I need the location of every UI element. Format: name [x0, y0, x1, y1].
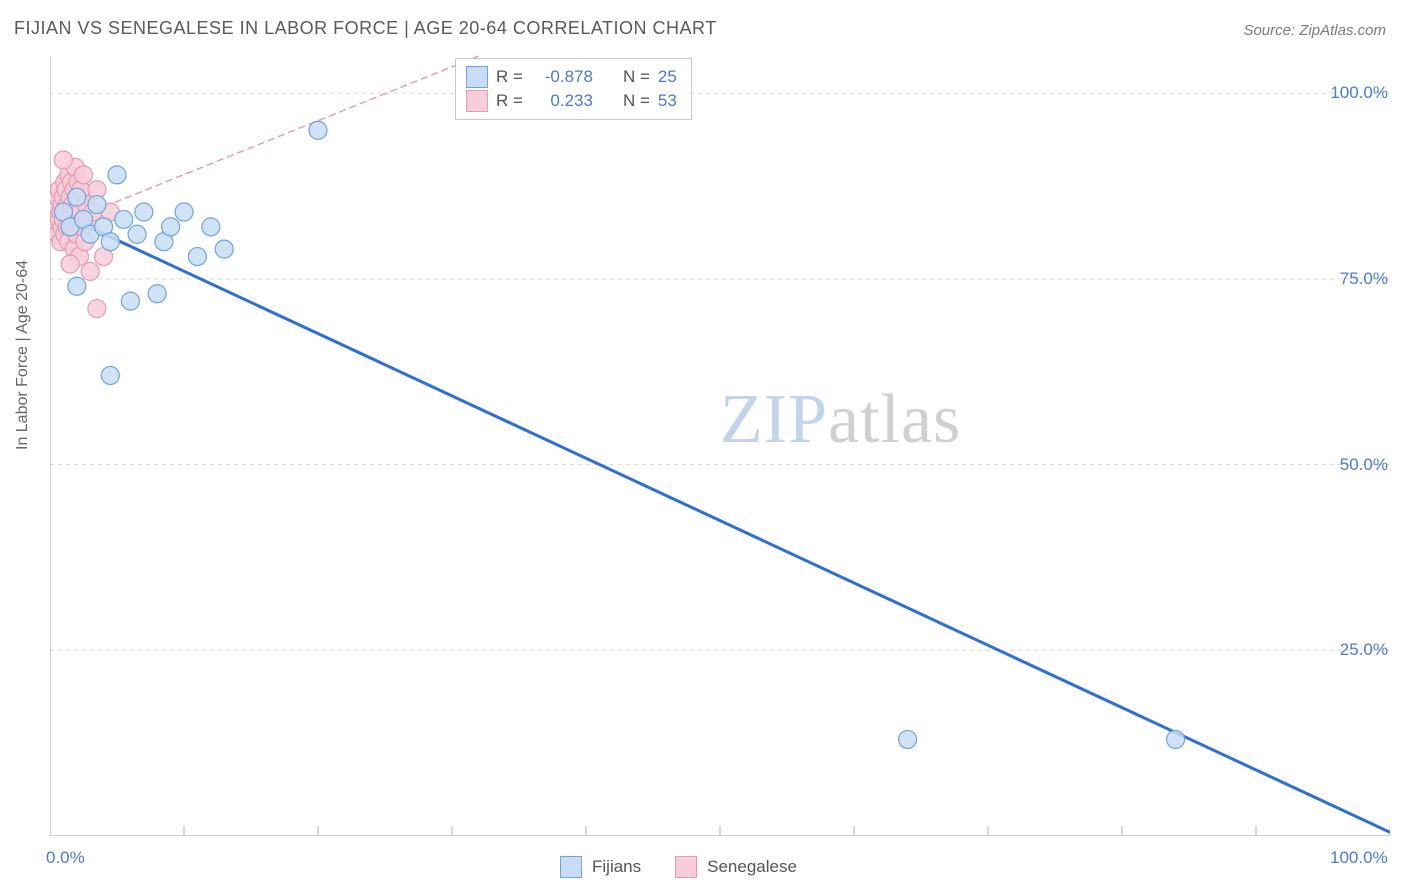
- stat-n-value: 25: [658, 65, 677, 89]
- legend-swatch: [560, 856, 582, 878]
- stats-legend: R = -0.878 N = 25 R = 0.233 N = 53: [455, 58, 692, 120]
- x-tick-label: 100.0%: [1330, 848, 1388, 868]
- x-tick-label: 0.0%: [46, 848, 85, 868]
- stat-r-value: 0.233: [531, 89, 593, 113]
- source-label: Source: ZipAtlas.com: [1243, 22, 1386, 39]
- legend-swatch: [466, 90, 488, 112]
- stats-legend-row: R = 0.233 N = 53: [466, 89, 677, 113]
- legend-swatch: [466, 66, 488, 88]
- y-axis-title: In Labor Force | Age 20-64: [14, 260, 32, 450]
- legend-series-label: Fijians: [592, 857, 641, 877]
- stat-n-label: N =: [623, 89, 650, 113]
- stat-r-label: R =: [496, 65, 523, 89]
- scatter-plot-svg: [50, 56, 1390, 836]
- chart-title: FIJIAN VS SENEGALESE IN LABOR FORCE | AG…: [14, 18, 717, 39]
- series-legend: Fijians Senegalese: [560, 856, 821, 878]
- stat-n-value: 53: [658, 89, 677, 113]
- chart-container: FIJIAN VS SENEGALESE IN LABOR FORCE | AG…: [0, 0, 1406, 892]
- stat-r-label: R =: [496, 89, 523, 113]
- y-tick-label: 100.0%: [1308, 83, 1388, 103]
- legend-series-label: Senegalese: [707, 857, 797, 877]
- y-tick-label: 50.0%: [1308, 455, 1388, 475]
- plot-area: [50, 56, 1390, 836]
- y-tick-label: 25.0%: [1308, 640, 1388, 660]
- legend-swatch: [675, 856, 697, 878]
- stats-legend-row: R = -0.878 N = 25: [466, 65, 677, 89]
- stat-n-label: N =: [623, 65, 650, 89]
- y-tick-label: 75.0%: [1308, 269, 1388, 289]
- stat-r-value: -0.878: [531, 65, 593, 89]
